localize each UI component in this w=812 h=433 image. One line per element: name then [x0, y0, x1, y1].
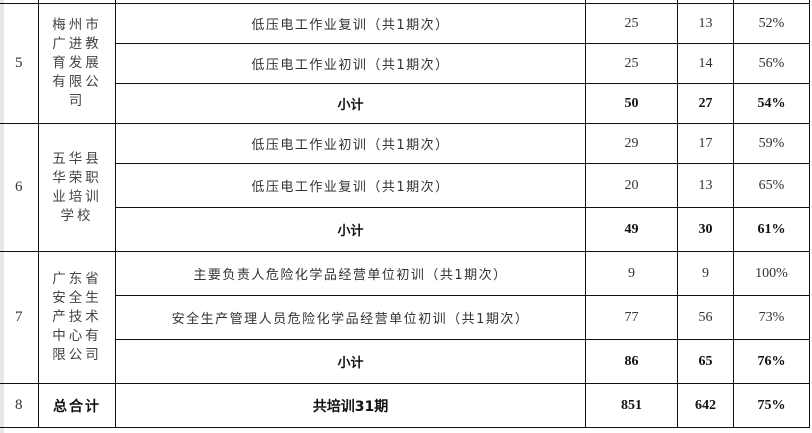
total-enrolled: 851	[585, 383, 678, 428]
pass-rate: 65%	[733, 163, 810, 208]
course-row: 安全生产管理人员危险化学品经营单位初训（共1期次） 77 56 73%	[39, 295, 810, 340]
subtotal-row: 小计 50 27 54%	[39, 83, 810, 124]
subtotal-rate: 61%	[733, 207, 810, 252]
course-name: 主要负责人危险化学品经营单位初训（共1期次）	[115, 251, 586, 296]
total-passed: 642	[677, 383, 734, 428]
enrolled-count: 77	[585, 295, 678, 340]
total-summary: 共培训31期	[115, 383, 586, 428]
passed-count: 14	[677, 43, 734, 84]
course-name: 低压电工作业初训（共1期次）	[115, 123, 586, 164]
subtotal-passed: 27	[677, 83, 734, 124]
enrolled-count: 29	[585, 123, 678, 164]
training-results-table: 梅州市广进教育发展有限公司 低压电工作业复训（共1期次） 25 13 52% 低压电工作业…	[38, 0, 810, 428]
pass-rate: 73%	[733, 295, 810, 340]
course-name: 低压电工作业初训（共1期次）	[115, 43, 586, 84]
subtotal-rate: 76%	[733, 339, 810, 384]
subtotal-enrolled: 86	[585, 339, 678, 384]
pass-rate: 52%	[733, 3, 810, 44]
subtotal-row: 小计 49 30 61%	[39, 207, 810, 252]
total-row: 总合计 共培训31期 851 642 75%	[38, 383, 810, 428]
subtotal-label: 小计	[115, 83, 586, 124]
total-label: 总合计	[38, 383, 116, 428]
subtotal-passed: 30	[677, 207, 734, 252]
enrolled-count: 9	[585, 251, 678, 296]
course-row: 五华县华荣职业培训学校 低压电工作业初训（共1期次） 29 17 59%	[38, 123, 810, 252]
course-name: 安全生产管理人员危险化学品经营单位初训（共1期次）	[115, 295, 586, 340]
total-rate: 75%	[733, 383, 810, 428]
enrolled-count: 20	[585, 163, 678, 208]
pass-rate: 59%	[733, 123, 810, 164]
row-index: 6	[0, 123, 39, 252]
course-row: 梅州市广进教育发展有限公司 低压电工作业复训（共1期次） 25 13 52%	[38, 3, 810, 124]
subtotal-passed: 65	[677, 339, 734, 384]
pass-rate: 100%	[733, 251, 810, 296]
subtotal-row: 小计 86 65 76%	[39, 339, 810, 384]
passed-count: 9	[677, 251, 734, 296]
enrolled-count: 25	[585, 3, 678, 44]
row-index: 8	[0, 383, 39, 428]
pass-rate: 56%	[733, 43, 810, 84]
passed-count: 56	[677, 295, 734, 340]
subtotal-rate: 54%	[733, 83, 810, 124]
passed-count: 17	[677, 123, 734, 164]
organization-name: 五华县华荣职业培训学校	[38, 123, 116, 252]
passed-count: 13	[677, 3, 734, 44]
subtotal-label: 小计	[115, 207, 586, 252]
course-row: 广东省安全生产技术中心有限公司 主要负责人危险化学品经营单位初训（共1期次） 9 9 1…	[38, 251, 810, 384]
course-row: 低压电工作业初训（共1期次） 25 14 56%	[39, 43, 810, 84]
subtotal-enrolled: 49	[585, 207, 678, 252]
subtotal-label: 小计	[115, 339, 586, 384]
course-name: 低压电工作业复训（共1期次）	[115, 3, 586, 44]
organization-name: 梅州市广进教育发展有限公司	[38, 3, 116, 124]
course-row: 低压电工作业复训（共1期次） 20 13 65%	[39, 163, 810, 208]
enrolled-count: 25	[585, 43, 678, 84]
row-index: 7	[0, 251, 39, 384]
passed-count: 13	[677, 163, 734, 208]
organization-name: 广东省安全生产技术中心有限公司	[38, 251, 116, 384]
subtotal-enrolled: 50	[585, 83, 678, 124]
row-index: 5	[0, 3, 39, 124]
course-name: 低压电工作业复训（共1期次）	[115, 163, 586, 208]
